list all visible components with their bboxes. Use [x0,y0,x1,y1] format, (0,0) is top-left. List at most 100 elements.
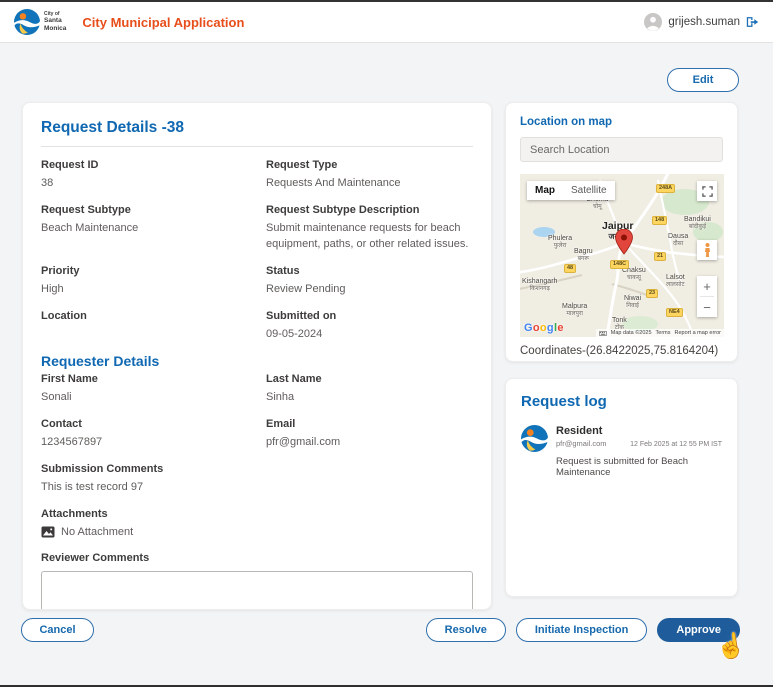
field-last-name: Last Name Sinha [266,373,473,406]
field-value: 1234567897 [41,435,103,448]
search-location-input[interactable] [520,137,723,162]
map-town-bagru: Bagru बगरू [574,248,593,263]
coordinates-text: Coordinates-(26.8422025,75.8164204) [520,345,719,357]
resolve-button[interactable]: Resolve [425,618,506,642]
resident-avatar-icon [521,425,548,452]
edit-button[interactable]: Edit [667,68,739,92]
road-badge-48: 48 [564,264,577,273]
app-title: City Municipal Application [82,14,245,30]
field-label: First Name [41,372,98,385]
submission-comments-label: Submission Comments [41,462,164,475]
zoom-control: + − [697,276,717,317]
request-details-card: Request Details -38 Request ID 38 Reques… [22,102,492,610]
footer-actions: Resolve Initiate Inspection Approve [425,618,740,642]
user-avatar-icon [644,13,663,31]
request-details-grid: Request ID 38 Request Type Requests And … [41,159,473,343]
reviewer-comments: Reviewer Comments [41,552,473,609]
zoom-in-button[interactable]: + [703,278,711,294]
user-area: grijesh.suman [644,13,759,31]
terms-link[interactable]: Terms [655,330,671,336]
field-request-subtype-description: Request Subtype Description Submit maint… [266,204,473,253]
field-value: pfr@gmail.com [266,435,341,448]
field-first-name: First Name Sonali [41,373,248,406]
logo-santa: Santa [44,17,62,25]
road-badge-ne4: NE4 [666,308,683,317]
map-data-text: Map data ©2025 [610,330,652,336]
field-value: 38 [41,177,54,189]
log-author: Resident [556,425,603,437]
request-details-title: Request Details -38 [41,119,184,136]
username[interactable]: grijesh.suman [668,16,740,28]
log-message: Request is submitted for Beach Maintenan… [556,456,689,478]
field-submitted-on: Submitted on 09-05-2024 [266,310,473,343]
attachments: Attachments No Attachment [41,508,473,541]
mouse-cursor-hand-icon: ☝ [714,631,748,662]
santa-monica-logo-icon [14,9,40,35]
field-value: Requests And Maintenance [266,177,401,189]
road-badge-248a: 248A [656,184,676,193]
cancel-button[interactable]: Cancel [21,618,94,642]
field-label: Priority [41,264,80,277]
field-label: Status [266,264,300,277]
map-town-chaksu: Chaksu चाकसू [622,267,646,282]
field-request-id: Request ID 38 [41,159,248,192]
pegman-button[interactable] [697,240,717,260]
map-type-control[interactable]: Map Satellite [527,181,615,200]
field-label: Email [266,417,296,430]
map-marker-pin[interactable] [615,229,633,255]
map-type-map-button[interactable]: Map [535,185,555,196]
zoom-separator [700,296,714,297]
field-label: Request Subtype [41,203,131,216]
logout-icon[interactable] [746,16,759,28]
request-log-title: Request log [521,393,607,410]
map-town-bandikui: Bandikui बांदीकुई [684,216,711,231]
initiate-inspection-button[interactable]: Initiate Inspection [515,618,648,642]
fullscreen-button[interactable] [697,181,717,201]
log-entry-body: Resident pfr@gmail.com 12 Feb 2025 at 12… [556,425,722,478]
field-label: Request Subtype Description [266,203,420,216]
image-attachment-icon [41,526,55,538]
pegman-icon [704,242,710,257]
zoom-out-button[interactable]: − [703,299,711,315]
map-town-phulera: Phulera फुलेरा [548,235,573,250]
map-attribution: Map data ©2025 Terms Report a map error [595,329,724,337]
attachments-label: Attachments [41,507,108,520]
santa-monica-logo-text: City of Santa Monica [44,10,66,33]
location-on-map-title: Location on map [520,116,612,128]
submission-comments-value: This is test record 97 [41,480,144,493]
submission-comments: Submission Comments This is test record … [41,463,473,496]
map-town-malpura: Malpura मालपुरा [562,303,588,318]
field-value: High [41,282,64,295]
requester-details-title: Requester Details [41,352,160,369]
map-town-dausa: Dausa दौसा [668,233,689,248]
app-header: City of Santa Monica City Municipal Appl… [0,2,773,43]
report-map-error-link[interactable]: Report a map error [674,330,721,336]
field-value: Review Pending [266,282,346,295]
field-label: Contact [41,417,82,430]
request-log-card: Request log Resident pfr@gmail.com 12 Fe… [505,378,738,597]
field-location: Location [41,310,248,343]
santa-monica-logo: City of Santa Monica [14,9,66,35]
map-type-satellite-button[interactable]: Satellite [571,185,607,196]
requester-details-grid: First Name Sonali Last Name Sinha Contac… [41,373,473,451]
road-badge-148c: 148C [610,260,630,269]
reviewer-comments-label: Reviewer Comments [41,552,150,565]
road-badge-21: 21 [654,252,667,261]
logo-city-of: City of [44,10,60,17]
field-label: Location [41,309,87,322]
field-contact: Contact 1234567897 [41,418,248,451]
field-value: Sinha [266,390,295,403]
field-label: Request ID [41,159,99,171]
location-map-card: Location on map Chomuचोमू [505,102,738,362]
log-author-email: pfr@gmail.com [556,439,607,448]
field-request-type: Request Type Requests And Maintenance [266,159,473,192]
approve-button[interactable]: Approve [657,618,740,642]
title-divider [41,146,473,147]
log-timestamp: 12 Feb 2025 at 12 55 PM IST [630,441,722,448]
google-logo: Google [524,322,564,334]
reviewer-comments-input[interactable] [41,571,473,609]
road-badge-148: 148 [652,216,668,225]
field-value: Submit maintenance requests for beach eq… [266,221,469,250]
